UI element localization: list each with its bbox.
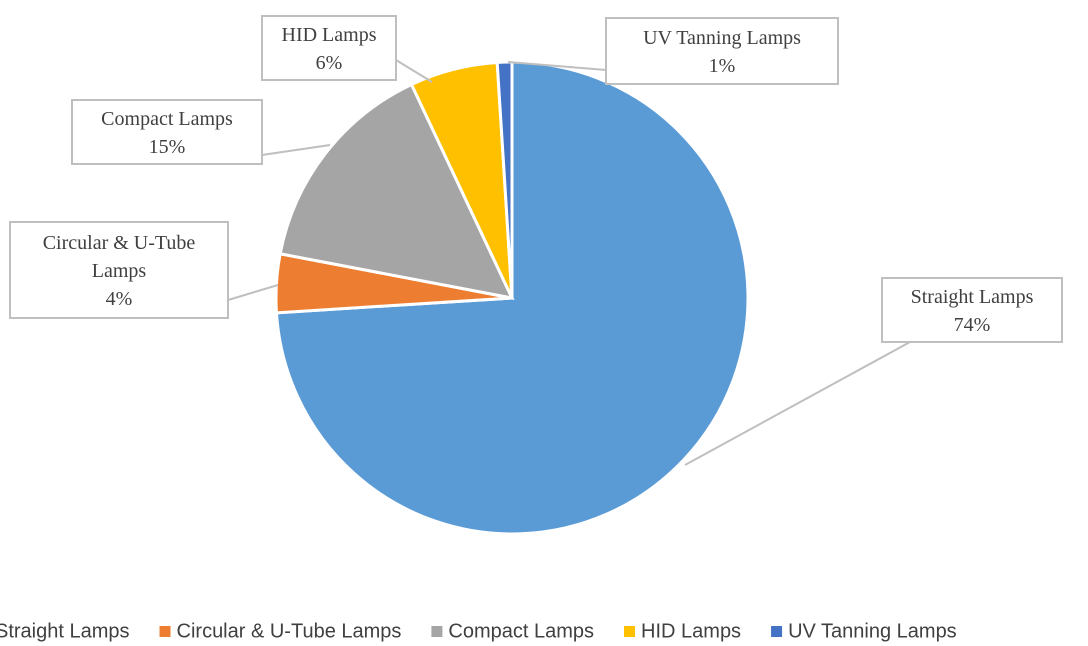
- callout-label: Straight Lamps: [911, 286, 1034, 308]
- leader-line: [395, 59, 433, 83]
- pie-slice: [278, 82, 515, 301]
- legend-label: HID Lamps: [641, 620, 741, 642]
- callout-value: 15%: [149, 136, 186, 158]
- leader-line: [684, 341, 911, 466]
- legend-swatch: [431, 626, 443, 637]
- callout: UV Tanning Lamps 1%: [643, 27, 801, 77]
- callout-label: HID Lamps: [282, 24, 377, 46]
- legend-swatch: [771, 626, 783, 637]
- callout-box: [9, 221, 229, 319]
- callout-value: 6%: [316, 52, 343, 74]
- callout: Circular & U-Tube Lamps 4%: [43, 232, 196, 310]
- leader-line: [507, 61, 607, 71]
- legend-label: Circular & U-Tube Lamps: [177, 620, 402, 642]
- leader-line: [261, 144, 331, 156]
- callout-label: Compact Lamps: [101, 108, 233, 130]
- legend-label: UV Tanning Lamps: [788, 620, 957, 642]
- leader-line: [227, 284, 279, 301]
- legend-label: Straight Lamps: [0, 620, 130, 642]
- callout-label: UV Tanning Lamps: [643, 27, 801, 49]
- legend-label: Compact Lamps: [448, 620, 594, 642]
- callout-box: [71, 99, 263, 165]
- legend-swatch: [159, 626, 171, 637]
- callout-value: 1%: [709, 55, 736, 77]
- callout: Straight Lamps 74%: [911, 286, 1034, 336]
- callout-box: [261, 15, 397, 81]
- callout-label: Circular & U-Tube Lamps: [43, 232, 196, 282]
- callout-value: 4%: [106, 288, 133, 310]
- callout-box: [605, 17, 839, 85]
- callout-value: 74%: [954, 314, 991, 336]
- callout: Compact Lamps 15%: [101, 108, 233, 158]
- legend-swatch: [624, 626, 636, 637]
- callout-box: [881, 277, 1063, 343]
- callout: HID Lamps 6%: [282, 24, 377, 74]
